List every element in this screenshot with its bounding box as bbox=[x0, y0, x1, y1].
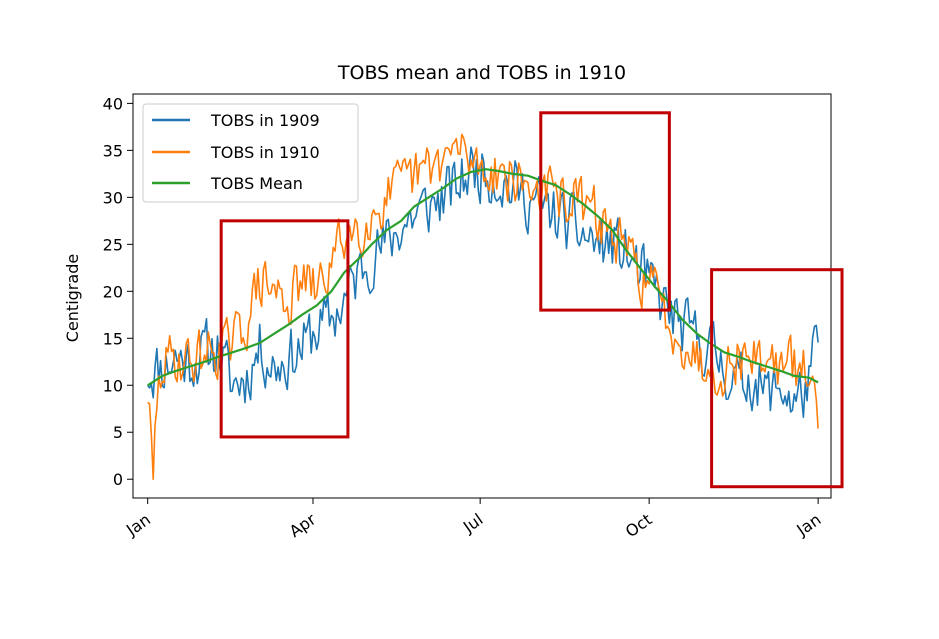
legend-frame bbox=[142, 103, 359, 203]
x-tick-label: Jan bbox=[793, 510, 825, 540]
chart-title: TOBS mean and TOBS in 1910 bbox=[337, 62, 626, 84]
legend-label-tobs-1910: TOBS in 1910 bbox=[210, 143, 320, 162]
annotation-box-1 bbox=[219, 219, 350, 439]
y-tick-label: 20 bbox=[103, 282, 123, 301]
series-lines bbox=[147, 133, 819, 481]
y-tick-label: 5 bbox=[113, 423, 123, 442]
y-tick-label: 25 bbox=[103, 235, 123, 254]
y-tick-label: 40 bbox=[103, 94, 123, 113]
y-tick-label: 15 bbox=[103, 329, 123, 348]
y-axis-ticks: 0 5 10 15 20 25 30 35 40 bbox=[103, 94, 133, 489]
plot-frame bbox=[132, 93, 832, 499]
x-tick-label: Jan bbox=[122, 510, 154, 540]
x-tick-label: Jul bbox=[459, 510, 487, 537]
annotation-boxes bbox=[219, 111, 844, 489]
y-tick-label: 30 bbox=[103, 188, 123, 207]
annotation-box-3 bbox=[710, 268, 844, 489]
y-axis-label: Centigrade bbox=[63, 254, 82, 342]
series-line-tobs-mean bbox=[147, 168, 819, 387]
x-tick-label: Apr bbox=[286, 509, 320, 541]
y-tick-label: 10 bbox=[103, 376, 123, 395]
legend-label-tobs-1909: TOBS in 1909 bbox=[210, 111, 320, 130]
x-axis-ticks: Jan Apr Jul Oct Jan bbox=[122, 498, 824, 541]
legend: TOBS in 1909 TOBS in 1910 TOBS Mean bbox=[142, 103, 359, 203]
annotation-box-2 bbox=[539, 111, 671, 312]
y-tick-label: 35 bbox=[103, 141, 123, 160]
x-tick-label: Oct bbox=[622, 510, 656, 541]
y-tick-label: 0 bbox=[113, 470, 123, 489]
legend-label-tobs-mean: TOBS Mean bbox=[210, 174, 303, 193]
series-line-tobs-1909 bbox=[147, 146, 819, 419]
